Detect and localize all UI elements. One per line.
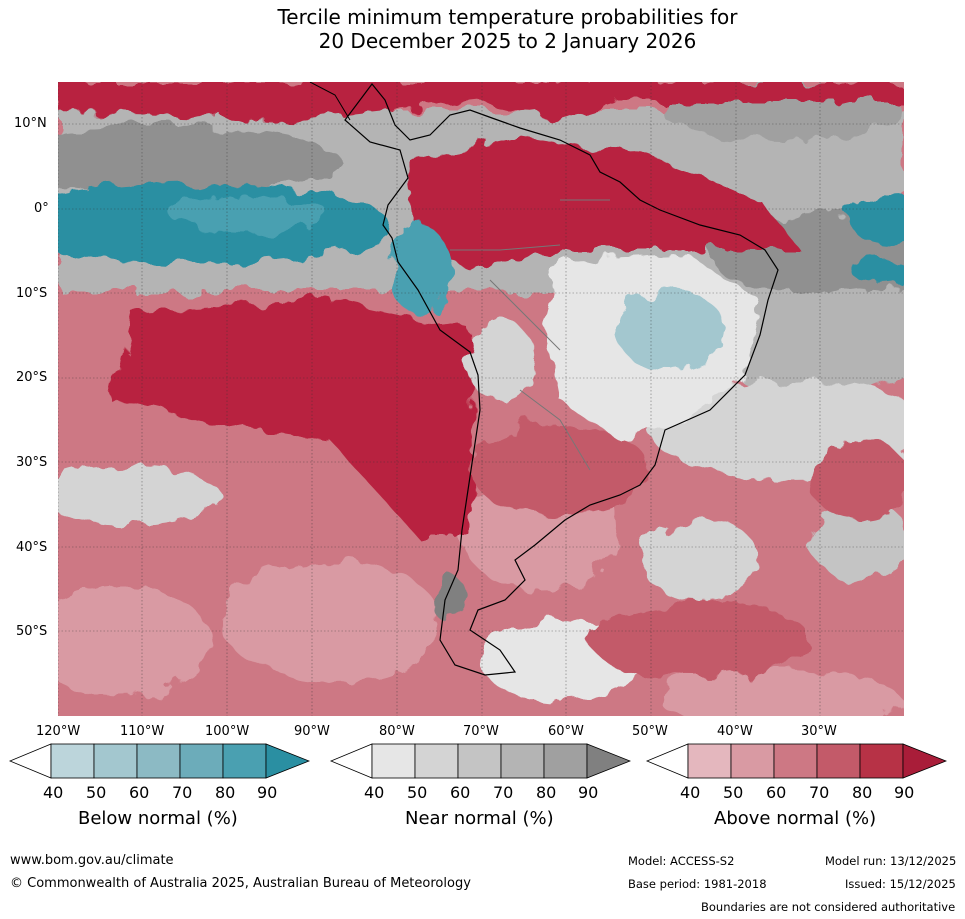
legend-below-tick: 70 <box>172 783 193 802</box>
legend-cell <box>136 743 181 779</box>
legend-cell <box>730 743 775 779</box>
lon-label-50w: 50°W <box>632 724 668 739</box>
lat-label-30s: 30°S <box>16 455 48 470</box>
map-fields <box>58 82 904 716</box>
website-link[interactable]: www.bom.gov.au/climate <box>10 853 174 868</box>
legend-below-tick: 50 <box>86 783 107 802</box>
legend-over-arrow <box>265 743 310 779</box>
title-line-1: Tercile minimum temperature probabilitie… <box>277 5 738 29</box>
field-below-east-2 <box>850 258 904 282</box>
legend-under-arrow <box>329 743 373 779</box>
legend-cell <box>179 743 224 779</box>
lon-label-100w: 100°W <box>205 724 250 739</box>
legend-near-bar <box>329 743 631 779</box>
legend-near-tick: 80 <box>536 783 557 802</box>
legend-above-tick: 90 <box>894 783 915 802</box>
legend-above-bar <box>645 743 947 779</box>
legend-cell <box>543 743 588 779</box>
title-line-2: 20 December 2025 to 2 January 2026 <box>318 29 697 53</box>
legend-above-tick: 40 <box>680 783 701 802</box>
legend-cell <box>222 743 267 779</box>
field-near-south-atl <box>640 520 760 600</box>
legend-below-tick: 90 <box>257 783 278 802</box>
issued-date: Issued: 15/12/2025 <box>845 877 956 891</box>
legend-near-tick: 90 <box>578 783 599 802</box>
field-below-brazil <box>615 290 725 370</box>
model-run-date: Model run: 13/12/2025 <box>825 854 957 868</box>
field-above-light-s <box>220 560 440 680</box>
legend-above-tick: 70 <box>809 783 830 802</box>
legend-below-tick: 40 <box>43 783 64 802</box>
legend-below-title: Below normal (%) <box>78 808 238 829</box>
copyright: © Commonwealth of Australia 2025, Austra… <box>10 876 471 891</box>
legend-cell <box>687 743 732 779</box>
lon-label-40w: 40°W <box>717 724 753 739</box>
legend-cell <box>859 743 904 779</box>
field-above-far-atl <box>810 440 904 520</box>
lat-label-10n: 10°N <box>14 116 47 131</box>
legend-cell <box>816 743 861 779</box>
lat-label-20s: 20°S <box>16 370 48 385</box>
continent-outline <box>344 83 779 676</box>
lat-label-10s: 10°S <box>16 286 48 301</box>
legend-below-tick: 80 <box>215 783 236 802</box>
field-above-light-se <box>660 670 900 716</box>
field-above-strong-north <box>58 82 904 120</box>
lon-label-30w: 30°W <box>801 724 837 739</box>
legend-over-arrow <box>586 743 631 779</box>
model-name: Model: ACCESS-S2 <box>628 854 735 868</box>
lat-label-eq: 0° <box>34 201 49 216</box>
legend-near-tick: 40 <box>364 783 385 802</box>
legend-cell <box>371 743 416 779</box>
central-america-outline <box>309 82 351 121</box>
legend-above-tick: 80 <box>852 783 873 802</box>
legend-above-tick: 60 <box>766 783 787 802</box>
legend-cell <box>457 743 502 779</box>
legend-near-tick: 60 <box>450 783 471 802</box>
base-period: Base period: 1981-2018 <box>628 877 767 891</box>
legend-cell <box>414 743 459 779</box>
lon-label-60w: 60°W <box>548 724 584 739</box>
legend-cell <box>773 743 818 779</box>
lon-label-80w: 80°W <box>379 724 415 739</box>
legend-above-tick: 50 <box>723 783 744 802</box>
field-below-east <box>850 195 904 245</box>
field-near-far-atl <box>810 500 904 580</box>
legend-near-tick: 70 <box>493 783 514 802</box>
field-near-chile-south <box>435 575 465 625</box>
field-above-light-sw <box>58 585 210 695</box>
lon-label-70w: 70°W <box>463 724 499 739</box>
field-below-peru-coast <box>390 225 450 315</box>
lat-label-40s: 40°S <box>16 540 48 555</box>
disclaimer: Boundaries are not considered authoritat… <box>701 900 956 914</box>
field-above-south-atl <box>590 600 810 680</box>
legend-cell <box>50 743 95 779</box>
graticule <box>58 82 904 716</box>
field-above-south-brazil <box>470 425 650 515</box>
legend-cell <box>93 743 138 779</box>
field-near-dark-north <box>58 125 340 195</box>
field-above-strong-pacific <box>110 300 475 540</box>
lon-label-110w: 110°W <box>120 724 165 739</box>
legend-under-arrow <box>645 743 689 779</box>
legend-near-tick: 50 <box>407 783 428 802</box>
chart-title: Tercile minimum temperature probabilitie… <box>0 5 965 53</box>
field-below-equatorial-edge <box>170 197 330 233</box>
lon-label-90w: 90°W <box>294 724 330 739</box>
legend-cell <box>500 743 545 779</box>
field-above-strong-amazon <box>410 135 800 270</box>
legend-under-arrow <box>8 743 52 779</box>
legend-below-tick: 60 <box>129 783 150 802</box>
field-near-bolivia <box>465 320 535 400</box>
legend-over-arrow <box>902 743 947 779</box>
lon-label-120w: 120°W <box>36 724 81 739</box>
country-borders <box>450 199 610 471</box>
probability-map <box>58 82 904 716</box>
field-near-pacific-south <box>58 465 220 525</box>
legend-above-title: Above normal (%) <box>714 808 877 829</box>
lat-label-50s: 50°S <box>16 624 48 639</box>
legend-near-title: Near normal (%) <box>405 808 554 829</box>
legend-below-bar <box>8 743 310 779</box>
